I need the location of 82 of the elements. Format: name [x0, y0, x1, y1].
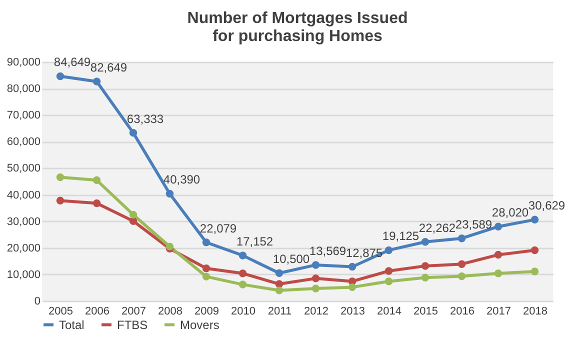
point — [458, 272, 466, 280]
y-tick-label: 90,000 — [6, 56, 40, 68]
point — [530, 216, 539, 224]
x-tick-label: 2007 — [122, 306, 146, 318]
data-label: 82,649 — [90, 60, 128, 75]
legend-label: Movers — [180, 318, 220, 332]
data-label: 19,125 — [382, 229, 420, 244]
y-tick-label: 10,000 — [6, 268, 40, 281]
data-label: 10,500 — [272, 252, 310, 266]
text: for purchasing Homes — [212, 28, 382, 45]
point — [92, 176, 101, 184]
point — [530, 246, 539, 254]
data-label: 22,262 — [418, 220, 456, 235]
x-tick-label: 2016 — [450, 306, 474, 318]
point — [202, 264, 210, 272]
data-label: 13,569 — [309, 244, 346, 258]
data-label: 12,875 — [346, 246, 383, 260]
x-tick-label: 2011 — [268, 306, 292, 318]
point — [421, 262, 430, 270]
x-tick-label: 2013 — [340, 306, 365, 318]
point — [92, 78, 101, 86]
y-tick-label: 80,000 — [6, 83, 40, 96]
point — [494, 270, 502, 278]
point — [166, 190, 174, 198]
point — [275, 280, 284, 288]
point — [384, 267, 393, 275]
point — [312, 284, 320, 292]
point — [129, 128, 138, 137]
data-label: 17,152 — [236, 234, 274, 248]
point — [494, 250, 502, 259]
point — [238, 280, 247, 288]
point — [202, 238, 210, 246]
x-tick-label: 2015 — [414, 306, 438, 318]
x-tick-label: 2017 — [486, 306, 511, 318]
point — [275, 286, 284, 294]
point — [129, 210, 138, 219]
x-tick-label: 2005 — [48, 306, 73, 318]
data-label: 22,079 — [200, 221, 237, 236]
point — [458, 260, 466, 268]
legend-label: FTBS — [117, 318, 148, 332]
x-tick-label: 2008 — [158, 306, 182, 318]
point — [348, 283, 356, 292]
y-tick-label: 70,000 — [6, 110, 40, 122]
point — [56, 72, 64, 80]
legend-label: Total — [59, 318, 84, 332]
point — [92, 199, 101, 208]
point — [384, 277, 393, 286]
point — [421, 238, 430, 246]
point — [312, 261, 320, 269]
x-tick-label: 2014 — [377, 306, 402, 318]
point — [494, 222, 502, 230]
point — [275, 269, 284, 277]
y-tick-label: 60,000 — [6, 136, 40, 148]
point — [421, 274, 430, 282]
text: Number of Mortgages Issued — [187, 10, 408, 27]
y-tick-label: 0 — [34, 296, 40, 308]
x-tick-label: 2010 — [231, 306, 256, 318]
y-tick-label: 50,000 — [6, 162, 40, 175]
x-tick-label: 2012 — [304, 306, 328, 318]
point — [312, 274, 320, 282]
x-tick-label: 2018 — [523, 306, 548, 318]
point — [348, 262, 356, 271]
point — [166, 242, 174, 250]
x-tick-label: 2009 — [194, 306, 219, 318]
point — [202, 272, 210, 280]
data-label: 84,649 — [54, 55, 91, 70]
y-tick-label: 20,000 — [6, 242, 40, 254]
point — [458, 234, 466, 242]
x-tick-label: 2006 — [85, 306, 110, 318]
point — [56, 173, 64, 182]
y-tick-label: 40,000 — [6, 189, 40, 202]
point — [384, 246, 393, 254]
point — [530, 268, 539, 276]
point — [56, 196, 64, 204]
point — [238, 270, 247, 278]
data-label: 30,629 — [528, 198, 566, 213]
data-label: 63,333 — [126, 112, 164, 126]
y-tick-label: 30,000 — [6, 216, 40, 228]
data-label: 23,589 — [455, 217, 492, 232]
point — [238, 252, 247, 260]
data-label: 40,390 — [163, 172, 200, 187]
data-label: 28,020 — [492, 206, 529, 220]
